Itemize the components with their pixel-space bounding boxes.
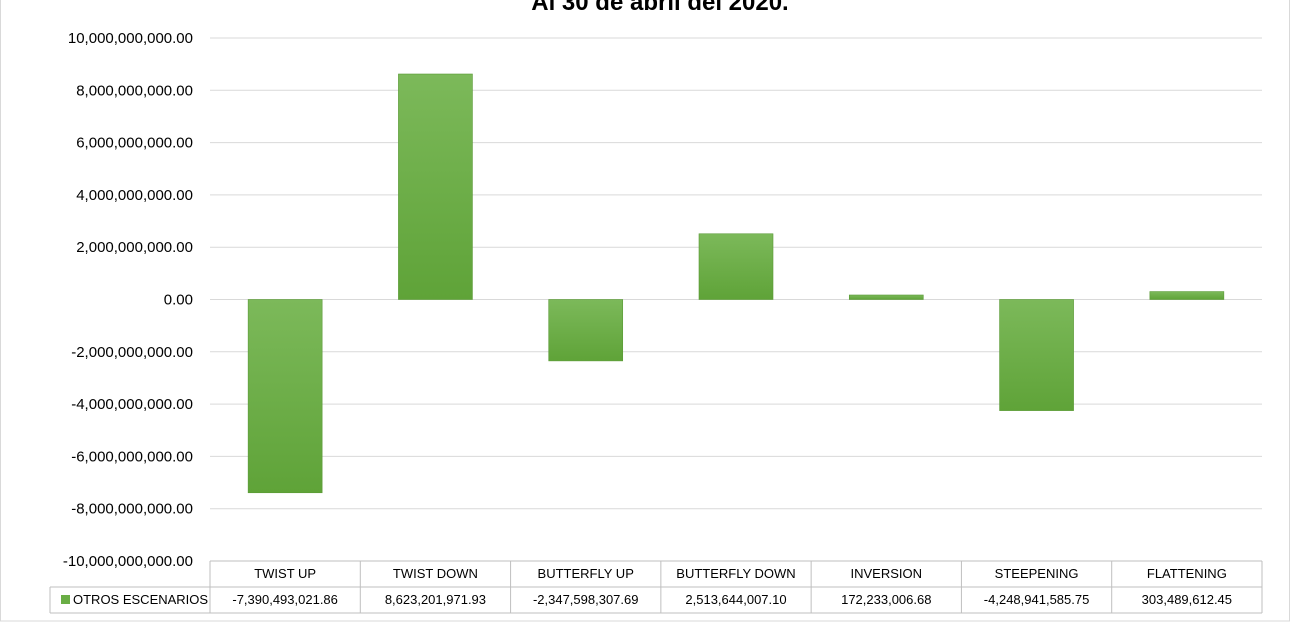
y-tick-label: -2,000,000,000.00 xyxy=(71,344,193,361)
y-tick-label: 2,000,000,000.00 xyxy=(76,239,193,256)
category-label: TWIST UP xyxy=(254,566,316,581)
bar xyxy=(999,299,1074,411)
category-label: STEEPENING xyxy=(995,566,1079,581)
bar xyxy=(698,233,774,300)
value-label: 8,623,201,971.93 xyxy=(385,592,486,607)
y-tick-label: -6,000,000,000.00 xyxy=(71,448,193,465)
y-tick-label: 6,000,000,000.00 xyxy=(76,135,193,152)
y-tick-label: -8,000,000,000.00 xyxy=(71,501,193,518)
category-label: INVERSION xyxy=(851,566,923,581)
y-tick-label: -10,000,000,000.00 xyxy=(63,553,193,570)
category-label: BUTTERFLY UP xyxy=(538,566,634,581)
bar xyxy=(1149,291,1225,300)
value-label: -7,390,493,021.86 xyxy=(232,592,338,607)
chart-title: Al 30 de abril del 2020. xyxy=(531,0,788,16)
legend-label: OTROS ESCENARIOS xyxy=(73,592,208,607)
bar xyxy=(848,294,924,300)
bar xyxy=(398,73,473,300)
y-tick-label: 0.00 xyxy=(164,292,193,309)
value-label: 172,233,006.68 xyxy=(841,592,931,607)
y-tick-label: -4,000,000,000.00 xyxy=(71,396,193,413)
y-tick-label: 4,000,000,000.00 xyxy=(76,187,193,204)
category-label: TWIST DOWN xyxy=(393,566,478,581)
value-label: 303,489,612.45 xyxy=(1142,592,1232,607)
bars xyxy=(247,73,1225,494)
bar xyxy=(247,299,323,494)
legend-swatch xyxy=(61,595,70,604)
data-table: TWIST UP -7,390,493,021.86 TWIST DOWN 8,623… xyxy=(49,560,1263,614)
value-label: -4,248,941,585.75 xyxy=(984,592,1090,607)
y-tick-label: 8,000,000,000.00 xyxy=(76,82,193,99)
value-label: 2,513,644,007.10 xyxy=(685,592,786,607)
y-tick-label: 10,000,000,000.00 xyxy=(68,30,193,47)
category-label: BUTTERFLY DOWN xyxy=(676,566,795,581)
y-axis-tick-labels: 10,000,000,000.00 8,000,000,000.00 6,000,0… xyxy=(63,30,193,570)
bar xyxy=(548,299,624,362)
category-label: FLATTENING xyxy=(1147,566,1227,581)
value-label: -2,347,598,307.69 xyxy=(533,592,639,607)
